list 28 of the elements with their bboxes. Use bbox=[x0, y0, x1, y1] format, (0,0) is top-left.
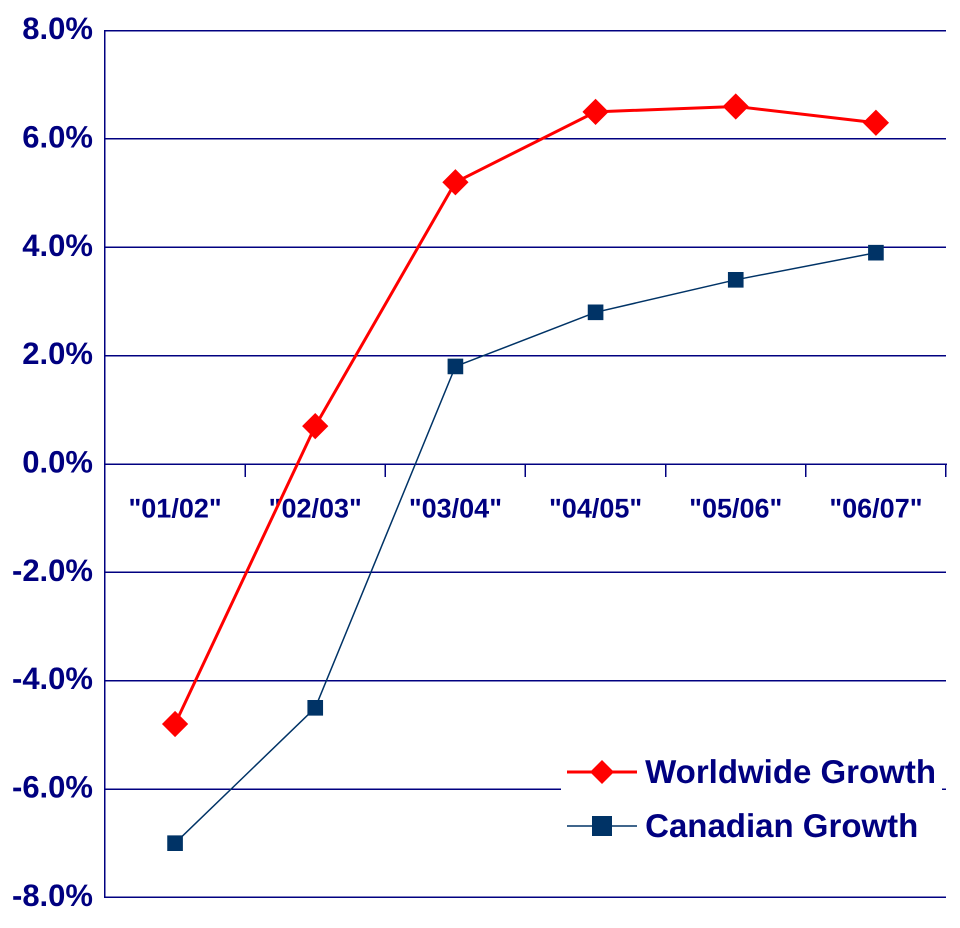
x-tick-label: "01/02" bbox=[128, 494, 222, 524]
point bbox=[723, 94, 748, 119]
x-tick-label: "06/07" bbox=[829, 494, 922, 524]
point bbox=[728, 272, 744, 288]
y-tick-label: 8.0% bbox=[22, 11, 93, 46]
point bbox=[162, 712, 188, 737]
y-tick-label: -6.0% bbox=[12, 770, 93, 805]
x-tick-label: "05/06" bbox=[689, 494, 782, 524]
y-tick-label: 0.0% bbox=[22, 444, 93, 480]
point bbox=[167, 835, 183, 852]
point bbox=[448, 358, 464, 374]
y-tick-label: 2.0% bbox=[22, 336, 93, 372]
y-tick-label: -4.0% bbox=[12, 661, 93, 696]
point bbox=[583, 99, 608, 124]
point bbox=[442, 170, 468, 195]
point bbox=[868, 244, 884, 261]
point bbox=[302, 414, 328, 439]
y-tick-label: 6.0% bbox=[22, 119, 93, 154]
point bbox=[588, 304, 604, 320]
y-tick-label: -2.0% bbox=[12, 552, 93, 588]
x-tick-label: "04/05" bbox=[548, 494, 642, 524]
legend-label: Canadian Growth bbox=[645, 807, 918, 846]
y-tick-label: 4.0% bbox=[22, 228, 93, 263]
legend-label: Worldwide Growth bbox=[645, 753, 936, 792]
point bbox=[863, 110, 888, 136]
point bbox=[307, 700, 324, 716]
x-tick-label: "03/04" bbox=[408, 494, 502, 524]
y-tick-label: -8.0% bbox=[12, 878, 93, 913]
